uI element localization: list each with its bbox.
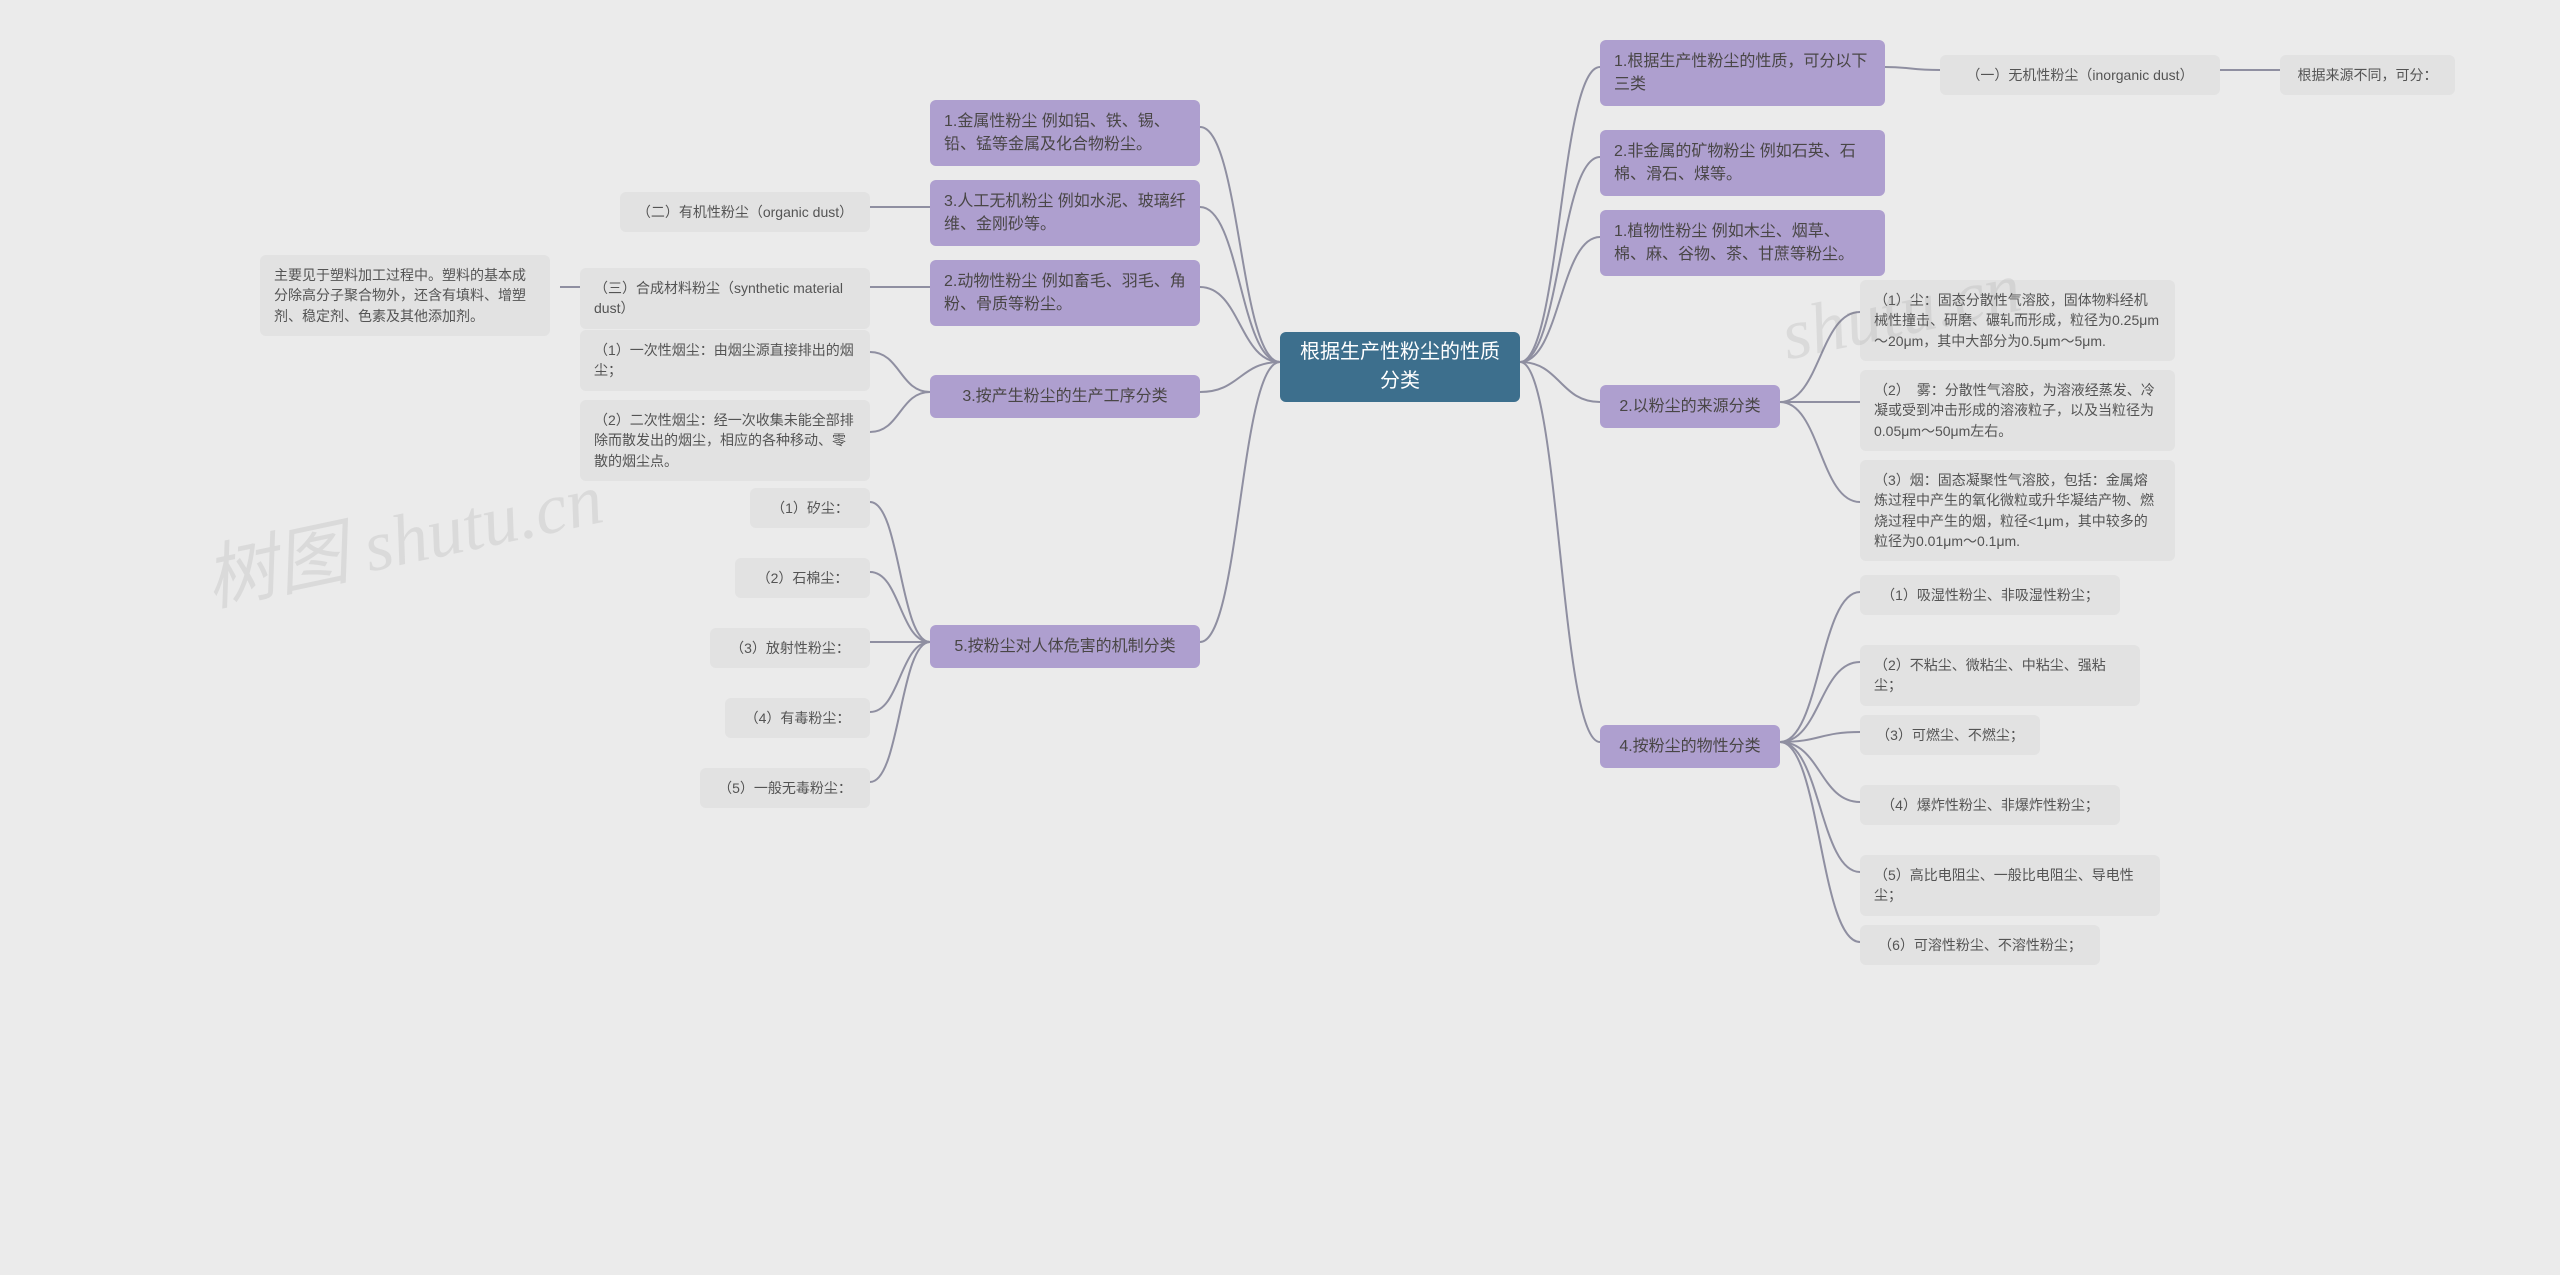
branch-label: 1.植物性粉尘 例如木尘、烟草、棉、麻、谷物、茶、甘蔗等粉尘。 <box>1614 220 1871 266</box>
leaf-label: （2）石棉尘： <box>757 568 849 588</box>
leaf-label: （二）有机性粉尘（organic dust） <box>637 202 853 222</box>
leaf-l5e: （5）一般无毒粉尘： <box>700 768 870 808</box>
branch-r2: 2.非金属的矿物粉尘 例如石英、石棉、滑石、煤等。 <box>1600 130 1885 196</box>
watermark-1: 树图 shutu.cn <box>193 439 610 626</box>
leaf-r1a1: 根据来源不同，可分： <box>2280 55 2455 95</box>
branch-label: 2.以粉尘的来源分类 <box>1619 395 1760 418</box>
leaf-label: （3）烟：固态凝聚性气溶胶，包括：金属熔炼过程中产生的氧化微粒或升华凝结产物、燃… <box>1874 470 2161 551</box>
root-label: 根据生产性粉尘的性质分类 <box>1294 338 1506 396</box>
leaf-l5b: （2）石棉尘： <box>735 558 870 598</box>
leaf-l4b: （2）二次性烟尘：经一次收集未能全部排除而散发出的烟尘，相应的各种移动、零散的烟… <box>580 400 870 481</box>
leaf-label: （1）一次性烟尘：由烟尘源直接排出的烟尘； <box>594 340 856 381</box>
leaf-label: （2） 雾：分散性气溶胶，为溶液经蒸发、冷凝或受到冲击形成的溶液粒子，以及当粒径… <box>1874 380 2161 441</box>
branch-label: 2.非金属的矿物粉尘 例如石英、石棉、滑石、煤等。 <box>1614 140 1871 186</box>
l3a: （三）合成材料粉尘（synthetic material dust） <box>580 268 870 329</box>
leaf-label: （2）二次性烟尘：经一次收集未能全部排除而散发出的烟尘，相应的各种移动、零散的烟… <box>594 410 856 471</box>
leaf-label: （1）尘：固态分散性气溶胶，固体物料经机械性撞击、研磨、碾轧而形成，粒径为0.2… <box>1874 290 2161 351</box>
leaf-r5c: （3）可燃尘、不燃尘； <box>1860 715 2040 755</box>
leaf-label: （1）矽尘： <box>771 498 849 518</box>
leaf-label: 主要见于塑料加工过程中。塑料的基本成分除高分子聚合物外，还含有填料、增塑剂、稳定… <box>274 265 536 326</box>
leaf-l2a: （二）有机性粉尘（organic dust） <box>620 192 870 232</box>
branch-l5: 5.按粉尘对人体危害的机制分类 <box>930 625 1200 668</box>
l3a1: 主要见于塑料加工过程中。塑料的基本成分除高分子聚合物外，还含有填料、增塑剂、稳定… <box>260 255 550 336</box>
leaf-r1a: （一）无机性粉尘（inorganic dust） <box>1940 55 2220 95</box>
leaf-r5d: （4）爆炸性粉尘、非爆炸性粉尘； <box>1860 785 2120 825</box>
leaf-r5a: （1）吸湿性粉尘、非吸湿性粉尘； <box>1860 575 2120 615</box>
leaf-label: （5）高比电阻尘、一般比电阻尘、导电性尘； <box>1874 865 2146 906</box>
leaf-r4b: （2） 雾：分散性气溶胶，为溶液经蒸发、冷凝或受到冲击形成的溶液粒子，以及当粒径… <box>1860 370 2175 451</box>
leaf-l5d: （4）有毒粉尘： <box>725 698 870 738</box>
watermark-label: 树图 shutu.cn <box>198 459 610 621</box>
leaf-r4c: （3）烟：固态凝聚性气溶胶，包括：金属熔炼过程中产生的氧化微粒或升华凝结产物、燃… <box>1860 460 2175 561</box>
leaf-label: （1）吸湿性粉尘、非吸湿性粉尘； <box>1881 585 2099 605</box>
leaf-l4a: （1）一次性烟尘：由烟尘源直接排出的烟尘； <box>580 330 870 391</box>
branch-l2: 3.人工无机粉尘 例如水泥、玻璃纤维、金刚砂等。 <box>930 180 1200 246</box>
branch-label: 5.按粉尘对人体危害的机制分类 <box>954 635 1175 658</box>
branch-r1: 1.根据生产性粉尘的性质，可分以下三类 <box>1600 40 1885 106</box>
branch-label: 3.人工无机粉尘 例如水泥、玻璃纤维、金刚砂等。 <box>944 190 1186 236</box>
leaf-label: （3）可燃尘、不燃尘； <box>1876 725 2024 745</box>
leaf-r5f: （6）可溶性粉尘、不溶性粉尘； <box>1860 925 2100 965</box>
branch-label: 4.按粉尘的物性分类 <box>1619 735 1760 758</box>
leaf-label: 根据来源不同，可分： <box>2298 65 2438 85</box>
branch-r5: 4.按粉尘的物性分类 <box>1600 725 1780 768</box>
branch-l3: 2.动物性粉尘 例如畜毛、羽毛、角粉、骨质等粉尘。 <box>930 260 1200 326</box>
branch-r4: 2.以粉尘的来源分类 <box>1600 385 1780 428</box>
branch-l1: 1.金属性粉尘 例如铝、铁、锡、铅、锰等金属及化合物粉尘。 <box>930 100 1200 166</box>
leaf-r4a: （1）尘：固态分散性气溶胶，固体物料经机械性撞击、研磨、碾轧而形成，粒径为0.2… <box>1860 280 2175 361</box>
leaf-label: （5）一般无毒粉尘： <box>718 778 852 798</box>
leaf-l5c: （3）放射性粉尘： <box>710 628 870 668</box>
leaf-label: （一）无机性粉尘（inorganic dust） <box>1966 65 2193 85</box>
leaf-r5b: （2）不粘尘、微粘尘、中粘尘、强粘尘； <box>1860 645 2140 706</box>
leaf-l5a: （1）矽尘： <box>750 488 870 528</box>
branch-r3: 1.植物性粉尘 例如木尘、烟草、棉、麻、谷物、茶、甘蔗等粉尘。 <box>1600 210 1885 276</box>
leaf-label: （6）可溶性粉尘、不溶性粉尘； <box>1878 935 2082 955</box>
branch-label: 1.根据生产性粉尘的性质，可分以下三类 <box>1614 50 1871 96</box>
leaf-r5e: （5）高比电阻尘、一般比电阻尘、导电性尘； <box>1860 855 2160 916</box>
leaf-label: （2）不粘尘、微粘尘、中粘尘、强粘尘； <box>1874 655 2126 696</box>
root-node: 根据生产性粉尘的性质分类 <box>1280 332 1520 402</box>
leaf-label: （3）放射性粉尘： <box>730 638 850 658</box>
leaf-label: （三）合成材料粉尘（synthetic material dust） <box>594 278 856 319</box>
branch-label: 3.按产生粉尘的生产工序分类 <box>962 385 1167 408</box>
leaf-label: （4）爆炸性粉尘、非爆炸性粉尘； <box>1881 795 2099 815</box>
branch-label: 1.金属性粉尘 例如铝、铁、锡、铅、锰等金属及化合物粉尘。 <box>944 110 1186 156</box>
branch-l4: 3.按产生粉尘的生产工序分类 <box>930 375 1200 418</box>
branch-label: 2.动物性粉尘 例如畜毛、羽毛、角粉、骨质等粉尘。 <box>944 270 1186 316</box>
leaf-label: （4）有毒粉尘： <box>745 708 851 728</box>
